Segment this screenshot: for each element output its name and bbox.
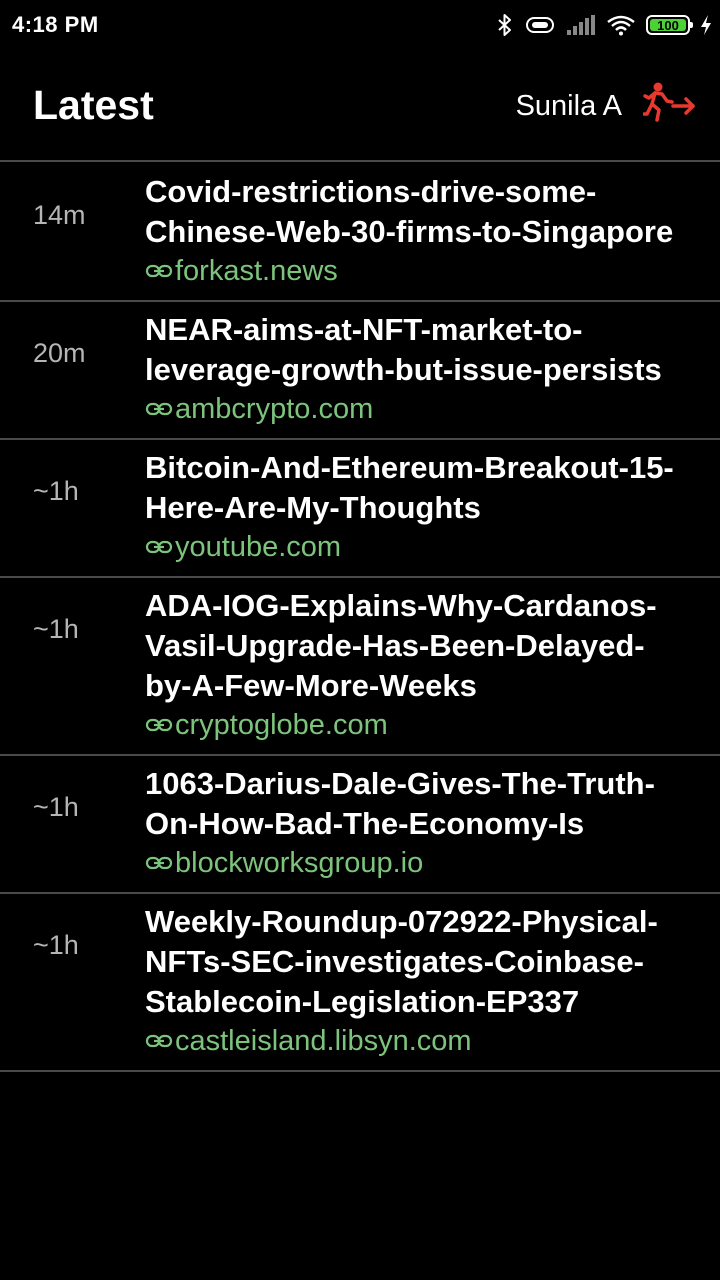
wifi-icon <box>606 14 636 36</box>
news-item[interactable]: ~1h Bitcoin-And-Ethereum-Breakout-15-Her… <box>0 440 720 578</box>
logout-button[interactable] <box>642 82 698 130</box>
news-body: Covid-restrictions-drive-some-Chinese-We… <box>145 172 690 290</box>
news-source: castleisland.libsyn.com <box>175 1025 472 1057</box>
news-source-link[interactable]: castleisland.libsyn.com <box>145 1022 690 1060</box>
news-time: 20m <box>33 338 86 368</box>
news-item[interactable]: 20m NEAR-aims-at-NFT-market-to-leverage-… <box>0 302 720 440</box>
news-item[interactable]: 14m Covid-restrictions-drive-some-Chines… <box>0 164 720 302</box>
news-body: 1063-Darius-Dale-Gives-The-Truth-On-How-… <box>145 764 690 882</box>
news-body: Weekly-Roundup-072922-Physical-NFTs-SEC-… <box>145 902 690 1060</box>
user-name[interactable]: Sunila A <box>515 90 622 122</box>
news-body: Bitcoin-And-Ethereum-Breakout-15-Here-Ar… <box>145 448 690 566</box>
link-icon <box>145 264 173 278</box>
news-time: ~1h <box>33 792 79 822</box>
status-time: 4:18 PM <box>12 12 99 37</box>
news-title[interactable]: NEAR-aims-at-NFT-market-to-leverage-grow… <box>145 312 662 387</box>
news-item[interactable]: ~1h Weekly-Roundup-072922-Physical-NFTs-… <box>0 894 720 1072</box>
news-list: 14m Covid-restrictions-drive-some-Chines… <box>0 164 720 1072</box>
charging-icon <box>700 14 712 36</box>
link-icon <box>145 402 173 416</box>
news-title[interactable]: Bitcoin-And-Ethereum-Breakout-15-Here-Ar… <box>145 450 674 525</box>
running-exit-icon <box>642 82 697 131</box>
news-source: blockworksgroup.io <box>175 847 424 879</box>
news-item[interactable]: ~1h 1063-Darius-Dale-Gives-The-Truth-On-… <box>0 756 720 894</box>
news-body: ADA-IOG-Explains-Why-Cardanos-Vasil-Upgr… <box>145 586 690 744</box>
bluetooth-icon <box>496 13 514 37</box>
news-source-link[interactable]: blockworksgroup.io <box>145 844 690 882</box>
link-icon <box>145 540 173 554</box>
news-source: forkast.news <box>175 255 338 287</box>
news-source: ambcrypto.com <box>175 393 374 425</box>
battery-fill <box>650 19 686 31</box>
news-source-link[interactable]: ambcrypto.com <box>145 390 690 428</box>
page-title: Latest <box>33 82 154 128</box>
news-source: youtube.com <box>175 531 342 563</box>
news-title[interactable]: ADA-IOG-Explains-Why-Cardanos-Vasil-Upgr… <box>145 588 657 703</box>
signal-icon <box>566 14 596 36</box>
app-header: Latest Sunila A <box>0 52 720 162</box>
news-title[interactable]: Weekly-Roundup-072922-Physical-NFTs-SEC-… <box>145 904 658 1019</box>
battery-tip <box>690 22 693 28</box>
news-item[interactable]: ~1h ADA-IOG-Explains-Why-Cardanos-Vasil-… <box>0 578 720 756</box>
status-bar: 4:18 PM <box>0 0 720 52</box>
news-time: ~1h <box>33 476 79 506</box>
news-time: ~1h <box>33 930 79 960</box>
link-icon <box>145 1034 173 1048</box>
vibrate-icon <box>524 15 556 35</box>
news-source: cryptoglobe.com <box>175 709 388 741</box>
battery-icon: 100 <box>646 15 693 35</box>
news-source-link[interactable]: youtube.com <box>145 528 690 566</box>
news-body: NEAR-aims-at-NFT-market-to-leverage-grow… <box>145 310 690 428</box>
link-icon <box>145 718 173 732</box>
battery-level: 100 <box>657 17 679 33</box>
link-icon <box>145 856 173 870</box>
news-source-link[interactable]: cryptoglobe.com <box>145 706 690 744</box>
news-title[interactable]: Covid-restrictions-drive-some-Chinese-We… <box>145 174 674 249</box>
news-time: 14m <box>33 200 86 230</box>
news-time: ~1h <box>33 614 79 644</box>
news-source-link[interactable]: forkast.news <box>145 252 690 290</box>
news-title[interactable]: 1063-Darius-Dale-Gives-The-Truth-On-How-… <box>145 766 655 841</box>
status-icons: 100 <box>496 10 712 40</box>
